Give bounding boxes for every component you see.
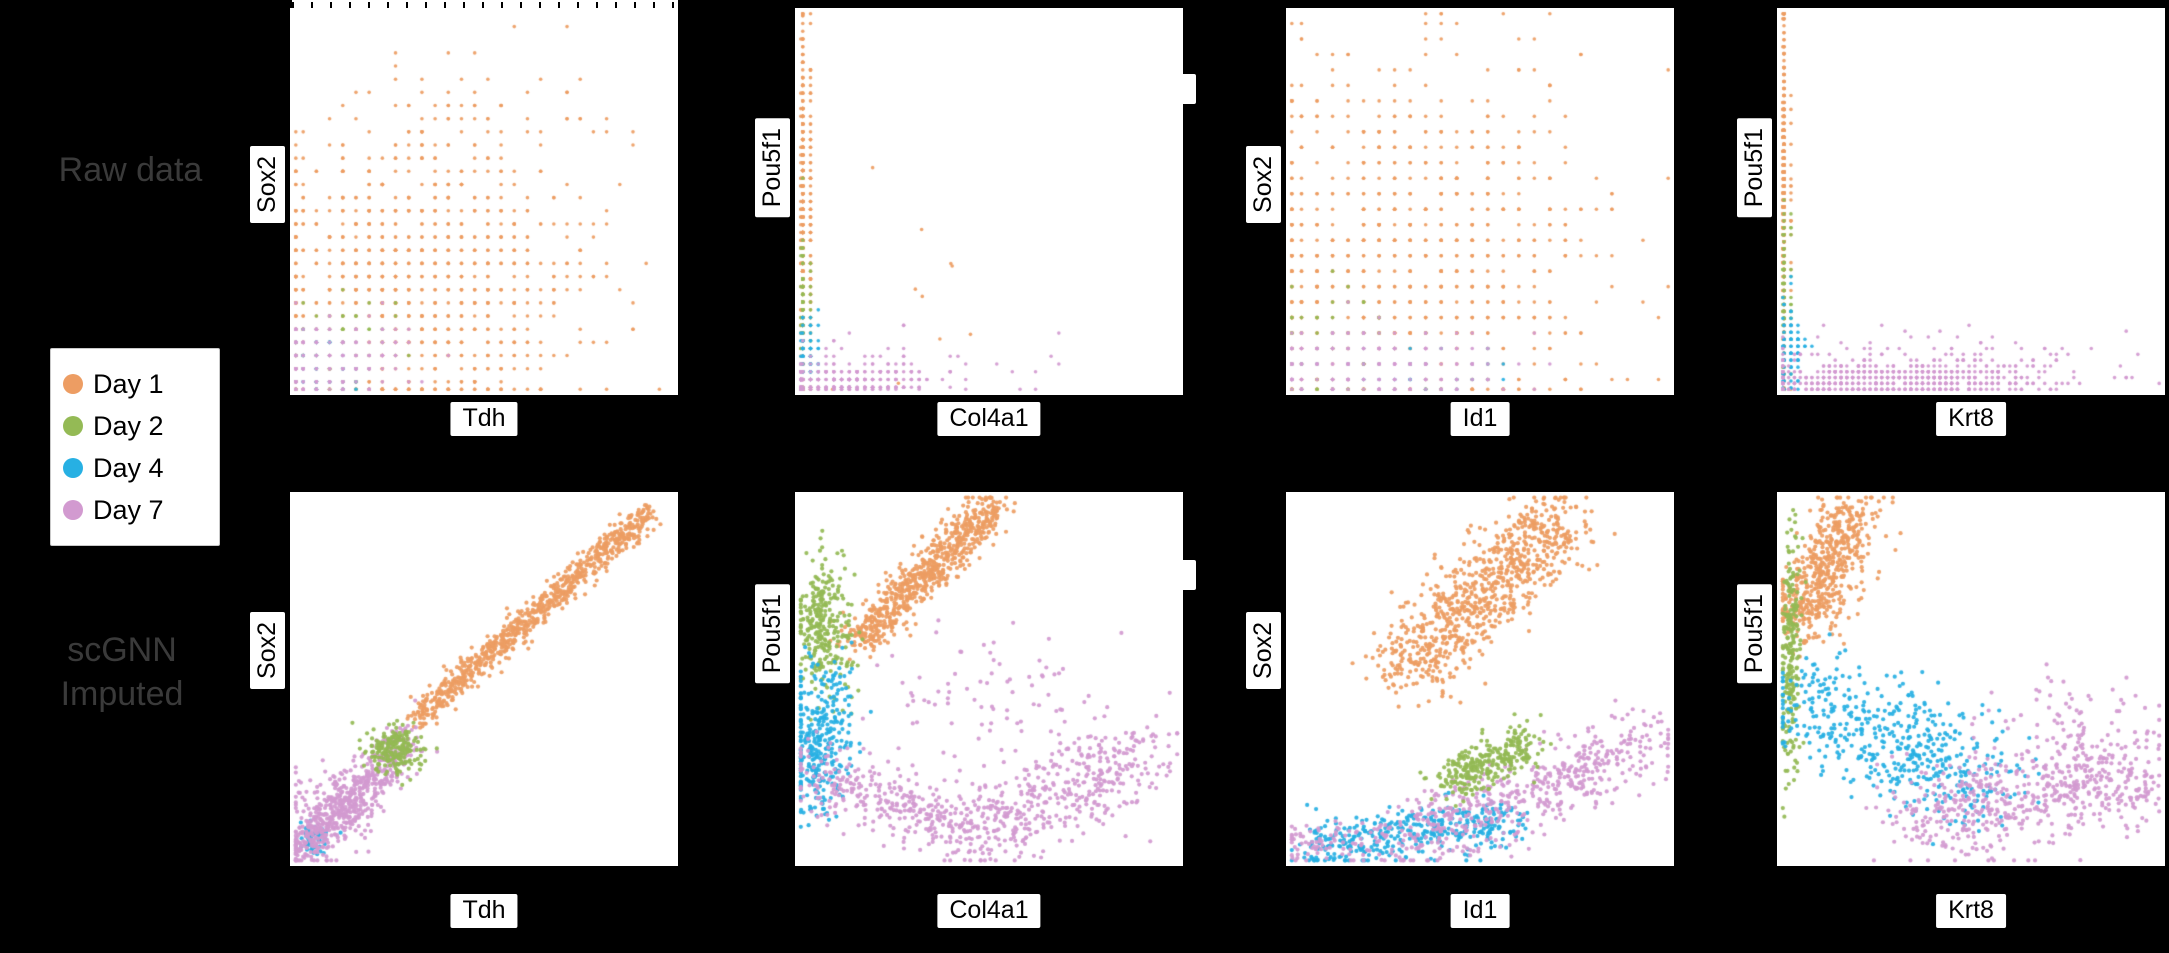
scatter-canvas-imputed-tdh-sox2 — [290, 492, 678, 866]
legend: Day 1 Day 2 Day 4 Day 7 — [50, 348, 220, 546]
legend-label-day-1: Day 1 — [93, 368, 164, 399]
legend-label-day-2: Day 2 — [93, 410, 164, 441]
x-axis-label: Krt8 — [1936, 894, 2006, 928]
x-axis-label: Col4a1 — [937, 402, 1041, 436]
scatter-canvas-imputed-id1-sox2 — [1286, 492, 1674, 866]
scatter-canvas-raw-tdh-sox2 — [290, 8, 678, 395]
plot-imputed-tdh-sox2 — [290, 492, 678, 866]
y-axis-label: Pou5f1 — [1737, 118, 1772, 218]
axis-notch — [1180, 560, 1196, 590]
scatter-canvas-imputed-krt8-pou5f1 — [1777, 492, 2165, 866]
legend-label-day-7: Day 7 — [93, 494, 164, 525]
row-label-raw-data: Raw data — [58, 151, 203, 189]
plot-raw-col4a1-pou5f1 — [795, 8, 1183, 395]
scatter-canvas-raw-krt8-pou5f1 — [1777, 8, 2165, 395]
y-axis-label: Sox2 — [250, 612, 285, 689]
day-4-color-dot-icon — [63, 458, 83, 478]
legend-item-day-2: Day 2 — [63, 405, 207, 447]
plot-imputed-col4a1-pou5f1 — [795, 492, 1183, 866]
row-label-scgnn-imputed: scGNN Imputed — [60, 631, 184, 714]
scatter-canvas-raw-col4a1-pou5f1 — [795, 8, 1183, 395]
x-axis-label: Col4a1 — [937, 894, 1041, 928]
y-axis-label: Sox2 — [1246, 146, 1281, 223]
plot-raw-krt8-pou5f1 — [1777, 8, 2165, 395]
x-axis-label: Tdh — [450, 894, 518, 928]
legend-item-day-1: Day 1 — [63, 363, 207, 405]
x-axis-label: Id1 — [1450, 402, 1510, 436]
axis-notch — [1180, 74, 1196, 104]
plot-raw-tdh-sox2 — [290, 8, 678, 395]
x-axis-label: Krt8 — [1936, 402, 2006, 436]
legend-label-day-4: Day 4 — [93, 452, 164, 483]
y-axis-label: Sox2 — [250, 146, 285, 223]
plot-imputed-id1-sox2 — [1286, 492, 1674, 866]
plot-imputed-krt8-pou5f1 — [1777, 492, 2165, 866]
plot-raw-id1-sox2 — [1286, 8, 1674, 395]
x-axis-label: Id1 — [1450, 894, 1510, 928]
legend-item-day-4: Day 4 — [63, 447, 207, 489]
y-axis-label: Pou5f1 — [755, 584, 790, 684]
legend-item-day-7: Day 7 — [63, 489, 207, 531]
scatter-canvas-imputed-col4a1-pou5f1 — [795, 492, 1183, 866]
scatter-canvas-raw-id1-sox2 — [1286, 8, 1674, 395]
y-axis-label: Pou5f1 — [755, 118, 790, 218]
y-axis-label: Sox2 — [1246, 612, 1281, 689]
y-axis-label: Pou5f1 — [1737, 584, 1772, 684]
day-1-color-dot-icon — [63, 374, 83, 394]
x-axis-label: Tdh — [450, 402, 518, 436]
day-7-color-dot-icon — [63, 500, 83, 520]
day-2-color-dot-icon — [63, 416, 83, 436]
